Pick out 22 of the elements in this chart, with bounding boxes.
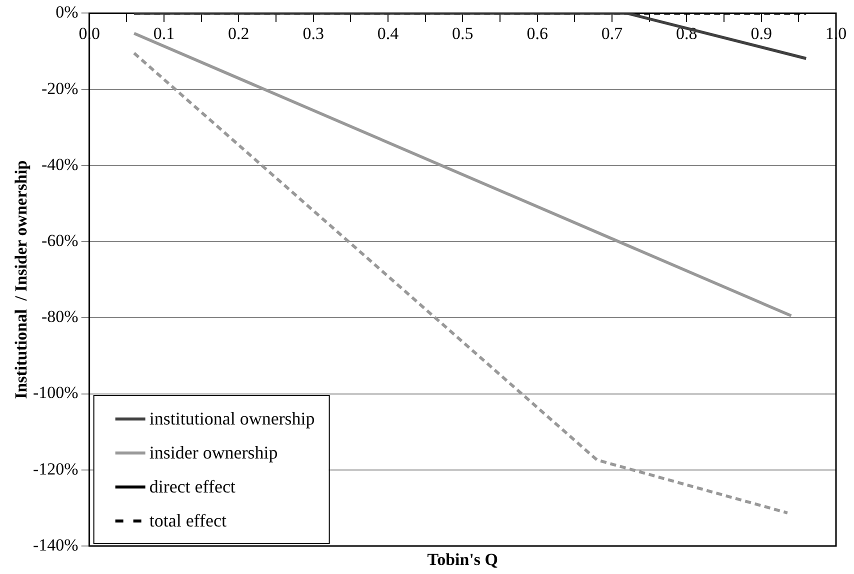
x-tick-label: 0.7 bbox=[601, 24, 624, 43]
y-tick-label: -40% bbox=[41, 154, 78, 174]
legend-label: direct effect bbox=[149, 476, 236, 497]
y-tick-label: -140% bbox=[32, 535, 78, 554]
y-tick-label: -100% bbox=[32, 383, 78, 402]
x-tick-label: 0.6 bbox=[526, 24, 548, 43]
x-tick-label: 0.2 bbox=[228, 24, 250, 43]
x-tick-label: 0.5 bbox=[452, 24, 474, 43]
legend-label: total effect bbox=[149, 510, 226, 531]
x-tick-label: 0.3 bbox=[302, 24, 324, 43]
y-axis-title: Institutional / Insider ownership bbox=[11, 160, 30, 399]
y-tick-label: 0% bbox=[56, 2, 78, 22]
x-axis-title: Tobin's Q bbox=[427, 550, 498, 569]
legend-label: insider ownership bbox=[149, 442, 278, 463]
x-tick-label: 0.4 bbox=[377, 24, 400, 43]
y-tick-label: -80% bbox=[41, 307, 78, 326]
y-tick-label: -20% bbox=[41, 78, 78, 98]
y-tick-label: -120% bbox=[32, 459, 78, 478]
x-tick-label: 0.9 bbox=[750, 24, 772, 43]
x-tick-label: 0.1 bbox=[153, 24, 175, 43]
legend-label: institutional ownership bbox=[149, 408, 315, 429]
y-tick-label: -60% bbox=[41, 231, 78, 250]
